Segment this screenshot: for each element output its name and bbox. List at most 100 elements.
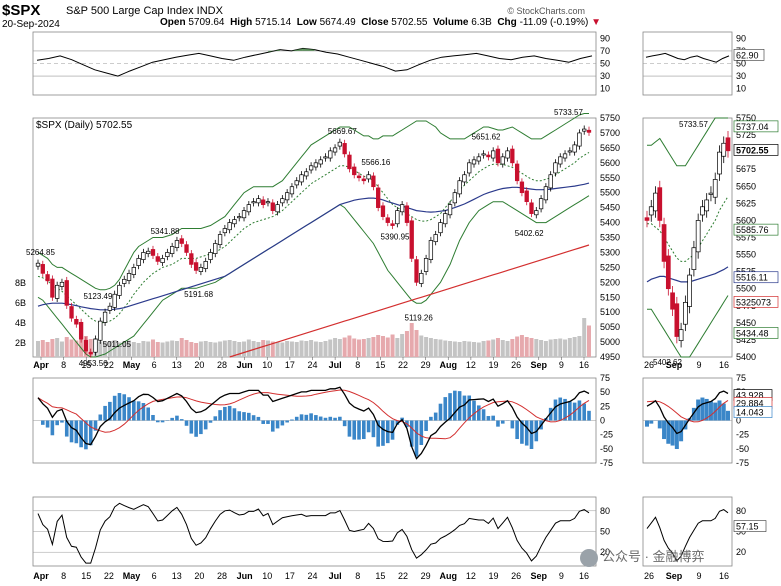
macd-histogram-bar bbox=[371, 420, 376, 438]
volume-bar bbox=[174, 341, 179, 357]
macd-tick-label: 0 bbox=[600, 416, 605, 426]
candle-body bbox=[529, 202, 534, 214]
price-annotation: 4953.56 bbox=[79, 359, 108, 368]
zoom-candle-body bbox=[683, 302, 688, 325]
candle-body bbox=[582, 128, 587, 132]
x-axis-label: 20 bbox=[194, 360, 204, 370]
volume-bar bbox=[45, 342, 50, 357]
x-axis-label: 12 bbox=[466, 360, 476, 370]
macd-histogram-bar bbox=[438, 403, 443, 421]
zoom-tick-label: 5750 bbox=[736, 113, 756, 123]
stochastic-readout: 57.15 bbox=[736, 522, 759, 532]
stochastic-x-axis-label: 22 bbox=[398, 571, 408, 581]
volume-bar bbox=[131, 342, 136, 357]
macd-histogram-bar bbox=[424, 420, 428, 431]
zoom-candle-body bbox=[725, 137, 731, 152]
macd-histogram-bar bbox=[266, 420, 270, 424]
volume-bar bbox=[232, 341, 237, 357]
macd-histogram-bar bbox=[74, 420, 79, 444]
macd-histogram-bar bbox=[299, 414, 304, 421]
volume-bar bbox=[428, 338, 433, 357]
candle-body bbox=[64, 280, 69, 306]
candle-body bbox=[534, 210, 539, 216]
price-tick-label: 5200 bbox=[600, 277, 620, 287]
volume-bar bbox=[59, 341, 64, 357]
zoom-candle-body bbox=[648, 206, 654, 216]
stochastic-x-axis-label: Aug bbox=[440, 571, 458, 581]
x-axis-label: 13 bbox=[172, 360, 182, 370]
price-tick-label: 5250 bbox=[600, 262, 620, 272]
macd-histogram-bar bbox=[117, 393, 122, 421]
macd-histogram-bar bbox=[587, 410, 591, 421]
macd-histogram-bar bbox=[227, 405, 232, 421]
zoom-tick-label: 5675 bbox=[736, 164, 756, 174]
price-tick-label: 5650 bbox=[600, 143, 620, 153]
macd-histogram-bar bbox=[237, 411, 242, 421]
candle-body bbox=[438, 222, 443, 234]
price-tick-label: 5750 bbox=[600, 113, 620, 123]
zoom-readout-box bbox=[733, 144, 779, 156]
candle-body bbox=[256, 198, 261, 204]
candle-body bbox=[495, 148, 501, 164]
macd-histogram-bar bbox=[170, 417, 174, 421]
zoom-annotation: 5402.62 bbox=[653, 358, 682, 367]
macd-line bbox=[37, 386, 590, 460]
volume-bar bbox=[457, 342, 462, 357]
macd-zoom-histogram-bar bbox=[708, 401, 713, 421]
volume-bar bbox=[189, 342, 194, 357]
zoom-readout: 5585.76 bbox=[736, 225, 769, 235]
volume-bar bbox=[563, 339, 568, 357]
stochastic-x-axis-label: Apr bbox=[33, 571, 49, 581]
volume-bar bbox=[448, 341, 453, 357]
macd-histogram-bar bbox=[247, 412, 251, 421]
zoom-tick-label: 5450 bbox=[736, 318, 756, 328]
candle-body bbox=[50, 278, 55, 298]
macd-histogram-bar bbox=[203, 420, 208, 430]
zoom-bollinger-upper bbox=[647, 117, 728, 167]
candle-body bbox=[59, 281, 65, 287]
x-axis-label: 22 bbox=[398, 360, 408, 370]
candle-body bbox=[112, 293, 117, 308]
stochastic-x-axis-label: 28 bbox=[217, 571, 227, 581]
volume-bar bbox=[222, 340, 227, 357]
volume-bar bbox=[347, 335, 352, 357]
price-annotation: 5733.57 bbox=[554, 108, 583, 117]
x-axis-label: 15 bbox=[375, 360, 385, 370]
macd-zoom-histogram-bar bbox=[662, 420, 667, 440]
volume-bar bbox=[366, 338, 371, 357]
zoom-tick-label: 5625 bbox=[736, 198, 756, 208]
macd-zoom-histogram-bar bbox=[649, 420, 654, 424]
x-axis-label: 8 bbox=[61, 360, 66, 370]
candle-body bbox=[308, 165, 314, 171]
sma200-line bbox=[229, 244, 590, 358]
x-axis-label: Apr bbox=[33, 360, 49, 370]
candle-body bbox=[409, 220, 414, 259]
macd-histogram-bar bbox=[199, 420, 203, 435]
volume-bar bbox=[107, 341, 112, 357]
candle-body bbox=[586, 129, 592, 133]
stochastic-readout-box bbox=[733, 520, 767, 532]
macd-histogram-bar bbox=[520, 420, 524, 444]
candle-body bbox=[476, 156, 481, 162]
volume-bar bbox=[419, 335, 424, 357]
macd-histogram-bar bbox=[64, 420, 69, 437]
copyright: © StockCharts.com bbox=[507, 6, 585, 16]
macd-tick-label: 25 bbox=[600, 401, 610, 411]
volume-bar bbox=[481, 341, 486, 357]
candle-body bbox=[213, 243, 218, 254]
macd-histogram-bar bbox=[179, 419, 184, 421]
zoom-candle-body bbox=[670, 292, 675, 310]
macd-histogram-bar bbox=[457, 391, 462, 421]
candle-body bbox=[203, 261, 208, 269]
x-axis-label: 17 bbox=[285, 360, 295, 370]
stochastic-x-axis-label: 22 bbox=[104, 571, 114, 581]
candle-body bbox=[562, 153, 568, 159]
x-axis-label: Aug bbox=[440, 360, 458, 370]
macd-tick-label: 50 bbox=[600, 387, 610, 397]
zoom-stochastic-x-axis-label: 16 bbox=[719, 571, 729, 581]
macd-histogram-bar bbox=[314, 415, 318, 421]
volume-bar bbox=[242, 341, 247, 357]
macd-histogram-bar bbox=[515, 420, 519, 440]
macd-zoom-histogram-bar bbox=[726, 410, 730, 421]
sma20-line bbox=[37, 151, 590, 324]
